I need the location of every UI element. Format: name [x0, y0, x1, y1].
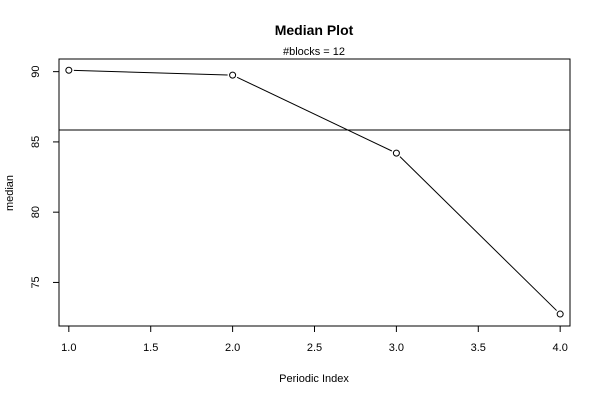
x-tick-label: 3.0 [389, 342, 404, 354]
chart-subtitle: #blocks = 12 [283, 46, 345, 58]
median-series [65, 66, 564, 318]
y-tick-label: 85 [30, 136, 42, 148]
y-tick-label: 90 [30, 66, 42, 78]
x-tick-label: 2.5 [307, 342, 322, 354]
x-tick-label: 4.0 [553, 342, 568, 354]
x-tick-label: 1.5 [143, 342, 158, 354]
plot-frame [58, 58, 571, 327]
data-point [392, 149, 400, 157]
x-tick-label: 1.0 [61, 342, 76, 354]
y-axis-ticks: 75 80 85 90 [30, 66, 60, 289]
y-tick-label: 75 [30, 276, 42, 288]
x-axis-ticks: 1.0 1.5 2.0 2.5 3.0 3.5 4.0 [61, 325, 568, 354]
data-point [556, 310, 564, 318]
x-axis-label: Periodic Index [279, 373, 349, 385]
x-tick-label: 3.5 [471, 342, 486, 354]
chart-title: Median Plot [275, 22, 354, 38]
x-tick-label: 2.0 [225, 342, 240, 354]
y-tick-label: 80 [30, 206, 42, 218]
series-line-segment [73, 69, 228, 76]
series-line-segment [236, 76, 393, 152]
series-line-segment [399, 156, 557, 311]
data-point [229, 71, 237, 79]
data-point [65, 66, 73, 74]
y-axis-label: median [4, 175, 16, 211]
